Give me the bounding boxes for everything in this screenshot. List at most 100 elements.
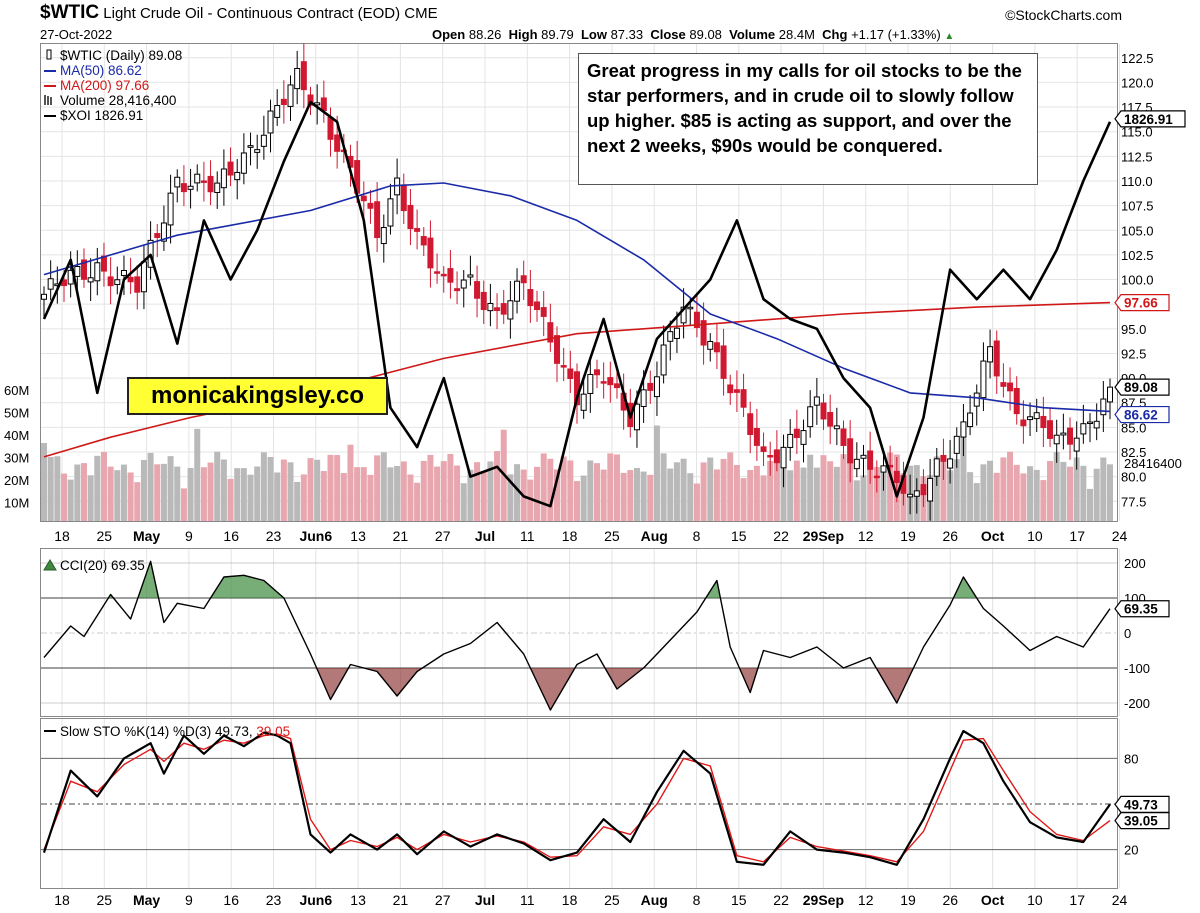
candle-body (87, 277, 94, 283)
close-last-label-box (1114, 378, 1170, 396)
volume-bar (633, 467, 640, 521)
candle-body (1047, 420, 1054, 439)
volume-tick-label: 30M (4, 451, 29, 466)
xoi-line (42, 100, 1112, 508)
x-tick-label: 24 (1112, 892, 1128, 908)
price-tick-label: 110.0 (1121, 174, 1153, 189)
volume-bar (194, 428, 201, 521)
x-tick-label: 22 (773, 892, 789, 908)
candle-body (47, 278, 54, 290)
candle-body (494, 307, 501, 311)
x-tick-label: 15 (731, 528, 747, 544)
candle-body (180, 183, 187, 193)
volume-bar (960, 426, 967, 521)
volume-bar (314, 459, 321, 521)
volume-bar (980, 464, 987, 521)
candle-body (893, 470, 900, 483)
candle-body (267, 110, 274, 134)
x-tick-label: 19 (900, 892, 916, 908)
legend-entry: $WTIC (Daily) 89.08 (60, 48, 182, 63)
candle-body (474, 281, 481, 299)
cci-tick-label: -200 (1124, 696, 1150, 711)
candle-body (640, 389, 647, 408)
x-tick-label: 10 (1027, 892, 1043, 908)
ma200-last-label-box (1114, 293, 1170, 312)
candle-body (967, 412, 974, 428)
volume-bar (47, 456, 54, 521)
volume-bar (180, 488, 187, 521)
volume-bar (713, 469, 720, 521)
volume-bar (147, 452, 154, 521)
candle-body (114, 279, 121, 286)
candle-body (427, 237, 434, 269)
volume-bar (294, 481, 301, 521)
candle-body (414, 228, 421, 232)
candle-body (480, 291, 487, 311)
sto-k-last-label-box (1114, 795, 1170, 814)
candle-body (380, 227, 387, 245)
volume-bar (247, 474, 254, 521)
volume-bar (940, 455, 947, 521)
volume-bar (660, 453, 667, 521)
volume-bar (120, 464, 127, 521)
price-panel-frame (40, 43, 1118, 522)
cci-panel-frame (40, 548, 1118, 717)
candle-body (534, 301, 541, 311)
x-tick-label: 19 (900, 528, 916, 544)
volume-bar (947, 470, 954, 521)
candle-body (747, 413, 754, 436)
volume-bar (833, 466, 840, 521)
volume-bar (400, 461, 407, 521)
candle-body (973, 392, 980, 407)
candle-body (200, 180, 207, 183)
x-tick-label: May (133, 892, 160, 908)
volume-bar (807, 454, 814, 521)
candle-body (600, 381, 607, 384)
candle-body (1060, 432, 1067, 436)
candle-body (667, 331, 674, 342)
volume-bar (227, 478, 234, 521)
cci-oversold-fill (44, 668, 1110, 710)
x-tick-label: May (133, 528, 160, 544)
chart-date: 27-Oct-2022 (40, 27, 113, 42)
x-tick-label: Jul (475, 892, 495, 908)
cci-overbought-fill (44, 561, 1110, 598)
volume-bar (667, 468, 674, 521)
candle-body (420, 236, 427, 246)
sto-title-d: 39.05 (256, 724, 290, 739)
x-tick-label: 8 (693, 528, 701, 544)
x-tick-label: 18 (54, 892, 70, 908)
candle-body (334, 134, 341, 152)
candle-body (160, 222, 167, 242)
volume-bar (540, 453, 547, 521)
volume-bar (1087, 488, 1094, 521)
x-tick-label: 10 (1027, 528, 1043, 544)
x-tick-label: 11 (520, 892, 535, 908)
candle-body (374, 201, 381, 239)
candle-body (107, 276, 114, 287)
x-tick-label: 29Sep (803, 528, 844, 544)
volume-bar (1093, 468, 1100, 521)
volume-bar (780, 460, 787, 521)
volume-bar (280, 459, 287, 521)
volume-bar (867, 463, 874, 521)
candle-body (833, 425, 840, 430)
candle-body (500, 303, 507, 315)
volume-bar (740, 478, 747, 521)
x-tick-label: 25 (604, 528, 620, 544)
chart-header: $WTIC Light Crude Oil - Continuous Contr… (40, 2, 438, 24)
candle-body (727, 384, 734, 394)
volume-bar (753, 465, 760, 521)
volume-bar (80, 463, 87, 521)
volume-bar (1000, 457, 1007, 521)
volume-bar (800, 467, 807, 521)
cci-line (43, 560, 1111, 711)
candle-body (154, 233, 161, 238)
volume-bar (160, 463, 167, 521)
candle-body (613, 383, 620, 389)
volume-bar (793, 460, 800, 521)
volume-bar (340, 473, 347, 521)
x-tick-label: Oct (981, 892, 1005, 908)
candle-body (807, 406, 814, 428)
volume-bar (274, 472, 281, 521)
